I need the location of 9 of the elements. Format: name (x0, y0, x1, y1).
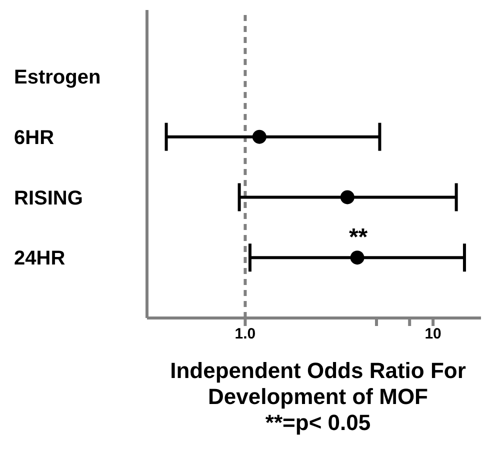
y-tick-label: RISING (14, 187, 83, 210)
y-tick-label: Estrogen (14, 66, 101, 89)
y-tick-label: 6HR (14, 126, 55, 149)
text: **=p< 0.05 (264, 410, 372, 436)
x-tick-label: 10 (424, 326, 442, 343)
x-axis-title: Independent Odds Ratio For Development of MOF (169, 358, 467, 410)
x-tick-label: 1.0 (234, 326, 256, 343)
annotation: ** (348, 224, 368, 251)
y-tick-label: 24HR (14, 248, 66, 270)
